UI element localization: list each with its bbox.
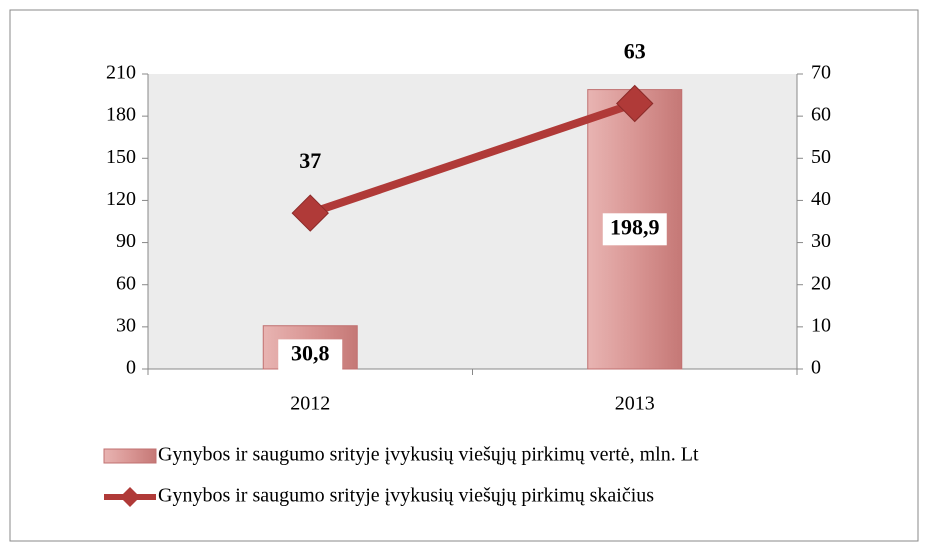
x-tick-label: 2013 <box>615 393 655 415</box>
legend-label: Gynybos ir saugumo srityje įvykusių vieš… <box>158 485 654 507</box>
y2-tick-label: 30 <box>811 230 831 252</box>
y2-tick-label: 0 <box>811 357 821 379</box>
y2-tick-label: 20 <box>811 272 831 294</box>
y2-tick-label: 70 <box>811 62 831 84</box>
data-label: 198,9 <box>610 214 660 239</box>
plot-area <box>148 74 797 369</box>
marker <box>616 84 654 123</box>
data-label-box <box>602 213 667 246</box>
y-tick-label: 210 <box>106 62 136 84</box>
y-tick-label: 0 <box>126 357 136 379</box>
legend-marker <box>120 487 140 507</box>
y2-tick-label: 10 <box>811 314 831 336</box>
y-tick-label: 90 <box>116 230 136 252</box>
legend-swatch <box>103 448 157 464</box>
y2-tick-label: 50 <box>811 146 831 168</box>
line <box>308 99 637 217</box>
y-tick-label: 150 <box>106 146 136 168</box>
data-label: 63 <box>624 39 646 64</box>
y-tick-label: 30 <box>116 314 136 336</box>
data-label: 37 <box>299 148 321 173</box>
y-tick-label: 60 <box>116 272 136 294</box>
data-label-box <box>278 339 343 372</box>
y2-tick-label: 60 <box>811 104 831 126</box>
marker <box>291 194 329 232</box>
data-label: 30,8 <box>291 340 330 365</box>
y-tick-label: 120 <box>106 188 136 210</box>
legend-label: Gynybos ir saugumo srityje įvykusių vieš… <box>158 444 699 466</box>
x-tick-label: 2012 <box>290 393 330 415</box>
y-tick-label: 180 <box>106 104 136 126</box>
y2-tick-label: 40 <box>811 188 831 210</box>
